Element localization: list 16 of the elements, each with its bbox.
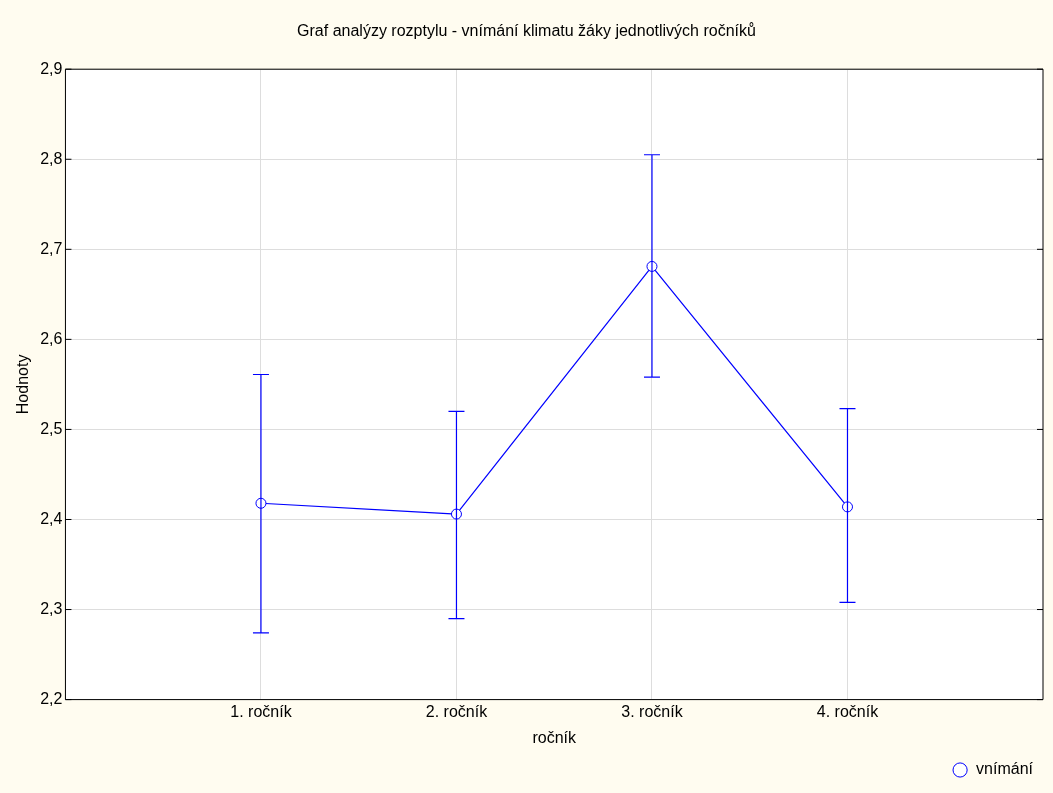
y-tick-label: 2,8	[40, 149, 63, 167]
y-tick-label: 2,9	[40, 59, 63, 77]
y-tick-label: 2,7	[40, 239, 63, 257]
x-tick-label: 3. ročník	[621, 702, 684, 720]
x-tick-label: 2. ročník	[425, 702, 489, 720]
y-tick-label: 2,4	[40, 509, 63, 527]
legend-label: vnímání	[976, 760, 1034, 778]
chart-title: Graf analýzy rozptylu - vnímání klimatu žáky jednotlivých ročníků	[297, 22, 756, 40]
x-axis-title: ročník	[532, 728, 577, 746]
x-tick-label: 1. ročník	[230, 702, 293, 720]
y-tick-label: 2,5	[40, 419, 63, 437]
y-tick-label: 2,6	[40, 329, 63, 347]
y-axis-title: Hodnoty	[14, 354, 32, 415]
x-tick-label: 4. ročník	[816, 702, 880, 720]
y-tick-label: 2,3	[40, 599, 63, 617]
y-tick-label: 2,2	[40, 690, 63, 708]
